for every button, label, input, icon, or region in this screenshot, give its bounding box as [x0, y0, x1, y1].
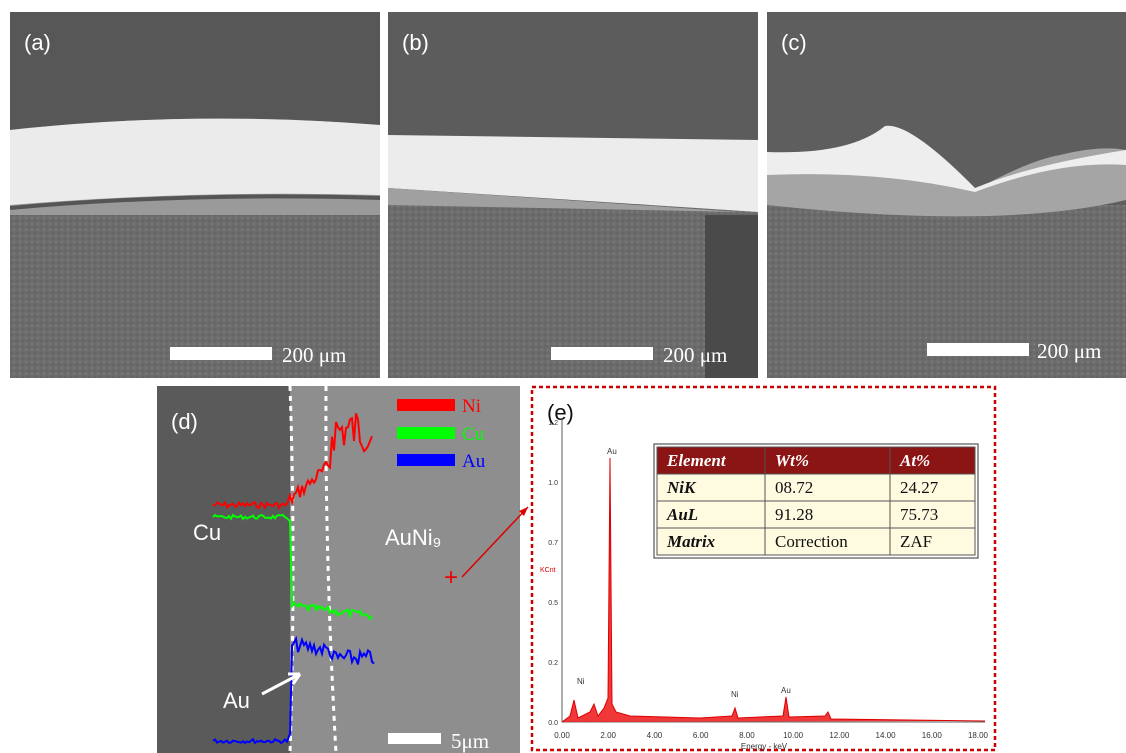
table-text: 24.27	[900, 478, 939, 497]
x-tick-label: 0.00	[554, 731, 570, 740]
scale-label: 200 μm	[663, 343, 727, 367]
table-text: AuL	[666, 505, 698, 524]
panel-b	[388, 12, 758, 378]
y-tick-label: 0.0	[548, 720, 558, 727]
svg-text:+: +	[444, 564, 458, 591]
legend-label: Au	[462, 451, 486, 472]
scale-label: 200 μm	[282, 343, 346, 367]
panel-label: (d)	[171, 409, 198, 434]
table-text: 08.72	[775, 478, 813, 497]
x-tick-label: 6.00	[693, 731, 709, 740]
panel-label: (c)	[781, 30, 807, 55]
table-text: ZAF	[900, 532, 932, 551]
panel-d: Ni Cu Au (d) Cu AuNi₉ Au 5μm +	[157, 386, 528, 753]
region-label: Cu	[193, 520, 221, 545]
table-header: Element	[666, 451, 727, 470]
x-tick-label: 4.00	[647, 731, 663, 740]
table-text: 91.28	[775, 505, 813, 524]
legend-label: Cu	[462, 424, 485, 445]
peak-label: Au	[781, 686, 791, 695]
x-tick-label: 8.00	[739, 731, 755, 740]
panel-label: (e)	[547, 400, 574, 425]
y-tick-label: 0.7	[548, 540, 558, 547]
panel-a	[10, 12, 380, 378]
scale-label: 5μm	[451, 729, 489, 753]
table-text: 75.73	[900, 505, 938, 524]
region-label: AuNi₉	[385, 525, 441, 550]
y-tick-label: 1.0	[548, 480, 558, 487]
figure: (a) (b) (c) 200 μm 200 μm 200 μm Ni Cu A…	[0, 0, 1126, 753]
legend-label: Ni	[462, 396, 481, 417]
table-header: At%	[899, 451, 930, 470]
table-text: NiK	[666, 478, 697, 497]
peak-label: Ni	[577, 677, 585, 686]
x-tick-label: 18.00	[968, 731, 989, 740]
x-tick-label: 12.00	[829, 731, 850, 740]
table-text: Matrix	[666, 532, 716, 551]
x-tick-label: 2.00	[600, 731, 616, 740]
y-tick-label: 0.2	[548, 660, 558, 667]
table-header: Wt%	[775, 451, 809, 470]
panel-label: (b)	[402, 30, 429, 55]
peak-label: Ni	[731, 690, 739, 699]
scale-label: 200 μm	[1037, 339, 1101, 363]
peak-label: Au	[607, 447, 617, 456]
region-label: Au	[223, 688, 250, 713]
x-tick-label: 10.00	[783, 731, 804, 740]
axis-label: KCnt	[540, 567, 556, 574]
x-tick-label: 14.00	[876, 731, 897, 740]
axis-label: Energy - keV	[741, 742, 788, 751]
x-tick-label: 16.00	[922, 731, 943, 740]
panel-label: (a)	[24, 30, 51, 55]
panel-c	[767, 12, 1126, 378]
y-tick-label: 0.5	[548, 600, 558, 607]
table-text: Correction	[775, 532, 848, 551]
